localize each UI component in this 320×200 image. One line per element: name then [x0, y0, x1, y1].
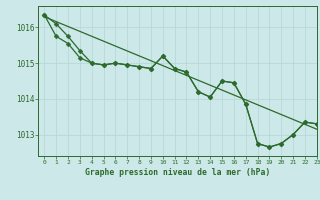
- X-axis label: Graphe pression niveau de la mer (hPa): Graphe pression niveau de la mer (hPa): [85, 168, 270, 177]
